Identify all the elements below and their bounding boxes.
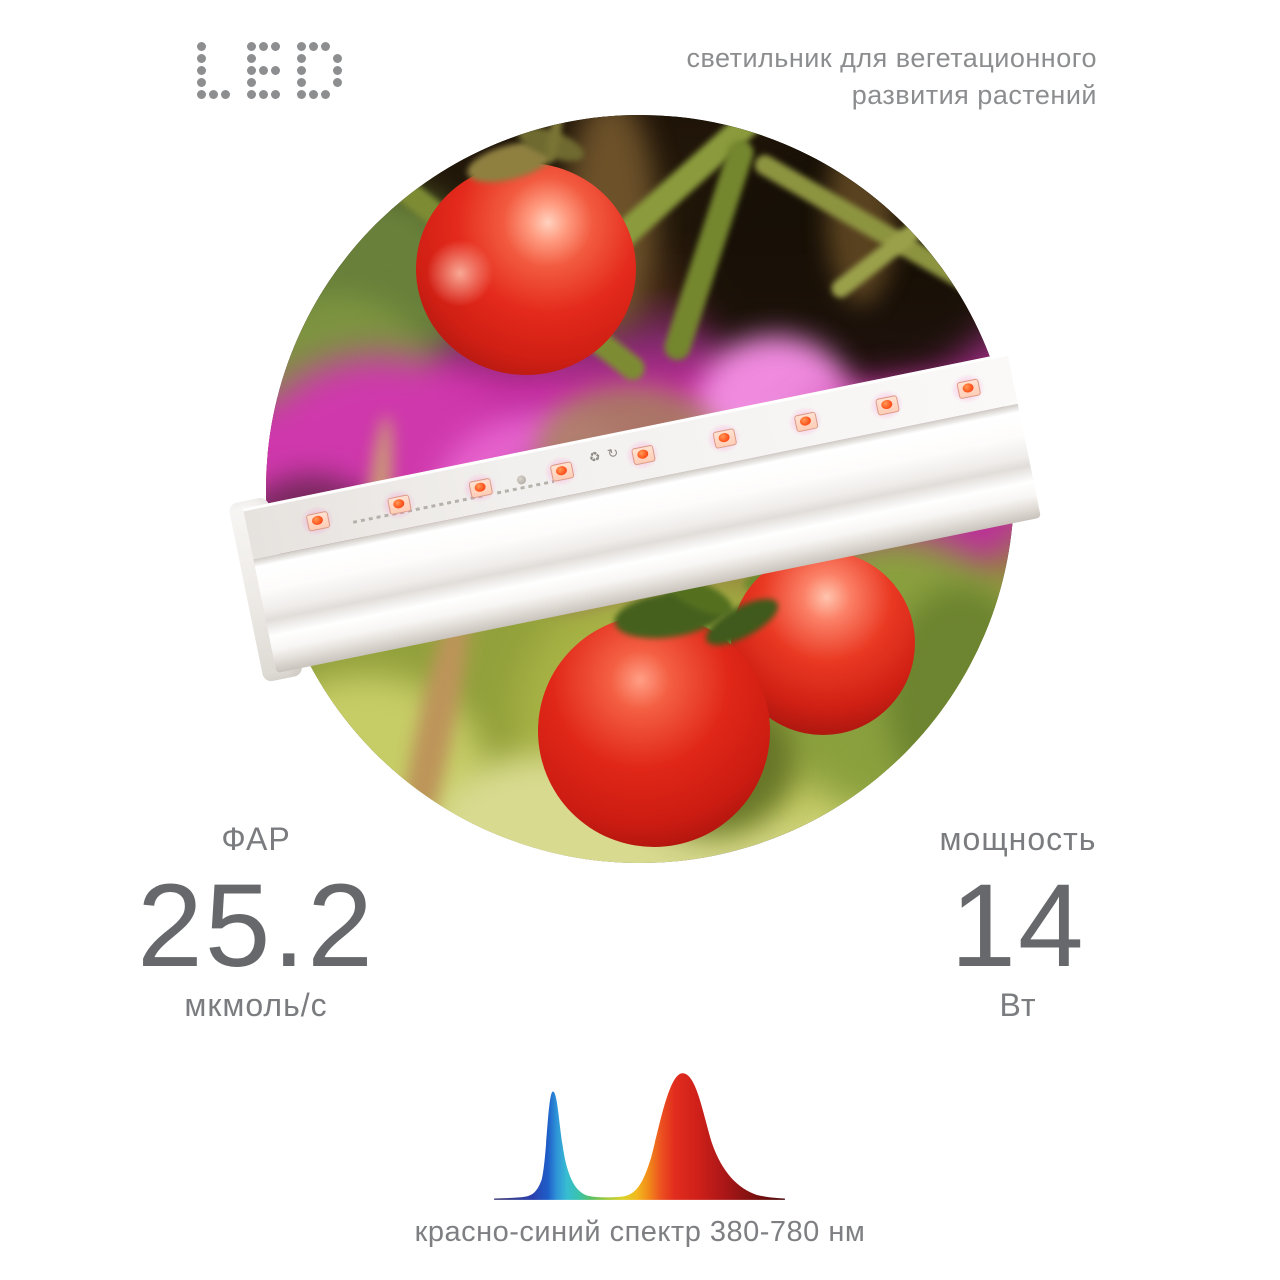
- unlit-led-dot: [516, 474, 527, 486]
- led-chip: [386, 494, 412, 516]
- spectrum-chart: [488, 1058, 792, 1200]
- led-chip: [549, 461, 575, 483]
- red-led-icon: [778, 397, 832, 446]
- logo-dot: [297, 90, 306, 99]
- logo-dot: [321, 42, 330, 51]
- logo-dot: [197, 54, 206, 63]
- header-tagline-line1: светильник для вегетационного: [686, 43, 1097, 73]
- stat-power: мощность 14 Вт: [858, 820, 1178, 1024]
- led-chip: [712, 427, 738, 450]
- logo-dot: [271, 42, 280, 51]
- led-emitter: [717, 432, 731, 444]
- red-led-icon: [859, 380, 913, 430]
- logo-dot: [209, 90, 218, 99]
- led-emitter: [799, 415, 812, 427]
- logo-dot: [247, 90, 256, 99]
- logo-dot: [297, 78, 306, 87]
- led-emitter: [880, 399, 894, 411]
- logo-dot: [197, 78, 206, 87]
- logo-dot: [297, 54, 306, 63]
- led-emitter: [311, 514, 324, 526]
- stat-power-unit: Вт: [999, 987, 1037, 1024]
- logo-dot: [197, 90, 206, 99]
- stat-power-value: 14: [950, 860, 1086, 992]
- logo-dot: [321, 90, 330, 99]
- red-led-icon: [534, 447, 588, 496]
- logo-dot: [247, 78, 256, 87]
- spectrum-caption: красно-синий спектр 380-780 нм: [414, 1216, 866, 1248]
- logo-dot: [333, 54, 342, 63]
- led-emitter: [961, 382, 975, 394]
- led-emitter: [392, 498, 406, 510]
- logo-dot: [259, 90, 268, 99]
- led-emitter: [555, 465, 568, 477]
- led-chip: [956, 378, 982, 400]
- red-led-icon: [371, 480, 425, 529]
- spectrum-curve: [494, 1073, 785, 1200]
- led-chip: [875, 394, 900, 416]
- red-led-icon: [290, 496, 344, 546]
- tomato-top: [416, 163, 636, 375]
- red-led-icon: [697, 414, 751, 463]
- red-led-icon: [453, 463, 507, 513]
- red-led-icon: [615, 430, 669, 479]
- logo-dot: [309, 42, 318, 51]
- header-tagline: светильник для вегетационного развития р…: [686, 40, 1097, 114]
- led-chip: [468, 477, 494, 499]
- led-logo: [197, 42, 347, 100]
- logo-dot: [259, 42, 268, 51]
- header-tagline-line2: развития растений: [851, 80, 1097, 110]
- logo-dot: [247, 54, 256, 63]
- logo-dot: [221, 90, 230, 99]
- logo-dot: [309, 90, 318, 99]
- logo-dot: [247, 66, 256, 75]
- logo-dot: [271, 66, 280, 75]
- led-emitter: [473, 481, 487, 493]
- logo-dot: [197, 66, 206, 75]
- led-chip: [305, 510, 331, 532]
- led-emitter: [636, 448, 650, 460]
- stat-par-unit: мкмоль/с: [184, 987, 328, 1024]
- logo-dot: [333, 78, 342, 87]
- red-led-icon: [941, 364, 995, 413]
- logo-dot: [247, 42, 256, 51]
- stat-par-value: 25.2: [137, 860, 375, 992]
- recycle-icon: ♻: [586, 447, 603, 466]
- tomato-front: [538, 615, 770, 847]
- logo-dot: [333, 66, 342, 75]
- led-chip: [793, 411, 819, 433]
- logo-dot: [197, 42, 206, 51]
- logo-dot: [259, 66, 268, 75]
- led-chip: [631, 444, 656, 466]
- logo-dot: [271, 90, 280, 99]
- logo-dot: [297, 66, 306, 75]
- logo-dot: [297, 42, 306, 51]
